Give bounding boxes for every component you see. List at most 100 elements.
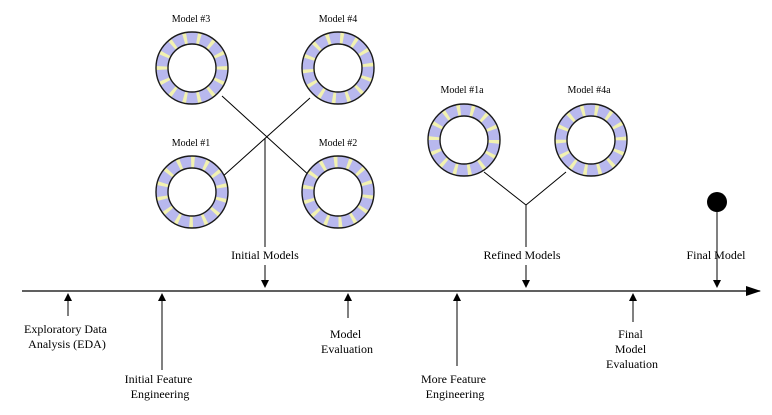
ring-stripe xyxy=(430,148,443,156)
timeline-arrowhead xyxy=(746,286,761,296)
ring-stripe xyxy=(565,111,577,123)
ring-stripe xyxy=(466,163,473,176)
ring-stripe xyxy=(338,215,343,228)
ring-stripe xyxy=(311,40,323,52)
ring-stripe xyxy=(306,79,319,89)
ring-stripe xyxy=(557,124,570,132)
ring-stripe xyxy=(196,32,202,45)
initial-feature-label: Initial Feature Engineering xyxy=(125,372,196,401)
ring-stripe xyxy=(357,47,370,57)
ring-stripe xyxy=(333,156,338,169)
ring-stripe xyxy=(604,109,614,122)
final-eval-label: Final Model Evaluation xyxy=(606,327,658,371)
model-label-3: Model #3 xyxy=(172,14,211,25)
ring-stripe xyxy=(612,148,625,156)
model-label-2: Model #2 xyxy=(319,138,358,149)
ring-stripe xyxy=(190,156,195,169)
ring-stripe xyxy=(307,170,319,180)
ring-stripe xyxy=(596,162,603,176)
model-ring-m1a xyxy=(427,103,501,177)
ring-stripe xyxy=(349,36,360,49)
ring-stripe xyxy=(175,158,184,171)
ring-stripe xyxy=(593,104,600,117)
ring-stripe xyxy=(345,157,354,171)
ring-stripe xyxy=(205,38,216,51)
ring-stripe xyxy=(163,167,175,178)
refined-models-connector xyxy=(483,171,567,247)
ring-stripe xyxy=(162,205,174,216)
ring-stripe xyxy=(339,32,345,45)
down-arrows xyxy=(261,212,721,288)
model-label-1a: Model #1a xyxy=(440,85,484,96)
ring-stripe xyxy=(213,50,226,59)
ring-stripe xyxy=(302,69,315,74)
ring-stripe xyxy=(431,120,444,130)
final-model-dot xyxy=(707,192,727,212)
ring-stripe xyxy=(156,195,169,201)
ring-stripe xyxy=(156,181,170,188)
initial-models-connector xyxy=(220,95,312,247)
ring-stripe xyxy=(173,212,183,225)
ring-stripe xyxy=(555,139,568,144)
ring-stripe xyxy=(484,150,497,160)
ring-stripe xyxy=(452,162,459,176)
refined-models-label: Refined Models xyxy=(484,248,561,262)
ring-stripe xyxy=(361,62,374,67)
final-model-label: Final Model xyxy=(687,248,747,262)
ring-stripe xyxy=(168,85,179,98)
ring-stripe xyxy=(558,150,571,159)
ring-stripe xyxy=(209,206,221,217)
ring-stripe xyxy=(348,212,358,225)
model-ring-m2 xyxy=(301,155,375,229)
ring-stripe xyxy=(182,32,188,45)
ring-stripe xyxy=(582,163,589,176)
ring-stripe xyxy=(360,74,373,83)
ring-stripe xyxy=(354,166,366,177)
ring-stripe xyxy=(214,196,228,203)
ring-stripe xyxy=(605,157,617,169)
ring-stripe xyxy=(303,53,316,62)
ring-stripe xyxy=(353,84,365,96)
model-label-4: Model #4 xyxy=(319,14,358,25)
ring-stripe xyxy=(579,104,586,118)
ring-stripe xyxy=(310,207,322,218)
ring-stripe xyxy=(156,66,169,70)
eda-label: Exploratory Data Analysis (EDA) xyxy=(24,322,110,351)
ring-stripe xyxy=(331,91,337,104)
ring-stripe xyxy=(168,38,179,51)
ring-stripe xyxy=(316,87,327,100)
model-label-4a: Model #4a xyxy=(567,85,611,96)
ring-stripe xyxy=(158,77,171,86)
ring-stripe xyxy=(302,184,315,190)
model-ring-m4a xyxy=(554,103,628,177)
ring-stripe xyxy=(196,91,202,104)
ring-stripe xyxy=(324,33,332,46)
ring-stripe xyxy=(182,91,188,104)
ring-stripe xyxy=(210,168,222,179)
ring-stripe xyxy=(478,111,490,123)
ring-stripe xyxy=(428,136,441,141)
ring-stripe xyxy=(322,213,331,227)
ring-stripe xyxy=(441,109,452,122)
ring-stripe xyxy=(158,50,171,59)
model-eval-label: Model Evaluation xyxy=(321,327,373,356)
ring-stripe xyxy=(476,158,487,171)
ring-stripe xyxy=(213,77,226,86)
ring-stripe xyxy=(205,85,216,98)
ring-stripe xyxy=(611,121,624,130)
model-ring-m4 xyxy=(301,31,375,105)
ring-stripe xyxy=(201,159,211,172)
ring-stripe xyxy=(469,104,476,118)
ring-stripe xyxy=(487,139,500,144)
ring-stripe xyxy=(215,66,228,70)
ring-stripe xyxy=(614,136,627,141)
initial-models-label: Initial Models xyxy=(231,248,299,262)
model-label-1: Model #1 xyxy=(172,138,211,149)
ring-stripe xyxy=(189,215,194,228)
ring-stripe xyxy=(361,194,374,200)
ring-stripe xyxy=(357,204,369,214)
model-ring-m3 xyxy=(155,31,229,105)
more-feature-label: More Feature Engineering xyxy=(421,372,489,401)
ring-stripe xyxy=(303,197,316,205)
